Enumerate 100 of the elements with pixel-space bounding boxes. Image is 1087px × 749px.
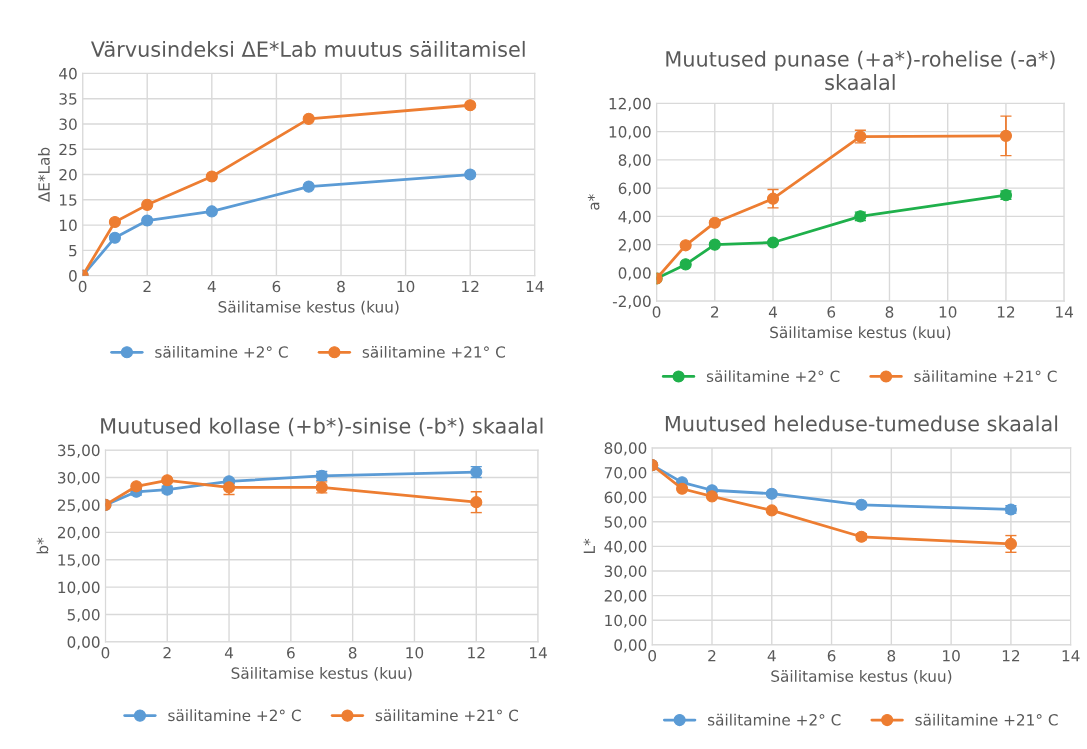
x-tick-label: 4 [767,650,776,662]
y-tick-label: 2,00 [618,239,651,253]
x-axis-title: Säilitamise kestus (kuu) [771,670,952,684]
point [676,482,689,495]
x-tick-label: 12 [997,306,1015,318]
point [130,480,143,493]
x-tick-label: 8 [337,280,345,293]
x-tick-label: 14 [530,647,547,659]
legend-label: säilitamine +21° C [362,346,505,358]
point [141,214,154,227]
point [766,192,780,205]
y-tick-label: 40,00 [604,540,647,554]
point [765,487,778,500]
point [679,239,692,252]
y-axis-title: L* [583,538,595,553]
x-tick-label: 4 [768,306,778,318]
point [205,205,218,218]
point [708,238,721,251]
chart-title: Muutused kollase (+b*)-sinise (-b*) skaalal [101,417,543,437]
x-tick-label: 6 [827,306,836,318]
point [766,236,780,249]
y-tick-label: 20,00 [57,526,100,540]
point [855,498,868,511]
y-tick-label: 15 [59,194,77,206]
y-tick-label: 5 [69,245,77,257]
x-tick-label: 10 [943,650,960,662]
y-axis-title: ΔE*Lab [37,147,50,203]
x-axis-title: Säilitamise kestus (kuu) [218,300,399,315]
chart-title: Värvusindeksi ΔE*Lab muutus säilitamisel [90,40,525,58]
y-tick-label: 10,00 [58,581,100,595]
y-tick-label: 30,00 [58,472,100,486]
y-tick-label: 35,00 [58,444,100,458]
point [470,496,483,509]
y-tick-label: 20 [59,168,77,181]
legend-label: säilitamine +21° C [375,709,518,722]
legend-label: säilitamine +2° C [707,713,841,726]
x-tick-label: 12 [1002,650,1020,662]
x-tick-label: 10 [406,647,424,659]
x-tick-label: 10 [939,306,957,318]
legend-label: säilitamine +21° C [914,370,1057,383]
x-tick-label: 8 [348,647,357,659]
point [108,215,121,229]
x-tick-label: 4 [207,280,216,293]
x-tick-label: 4 [224,647,234,659]
y-tick-label: 80,00 [604,442,647,456]
y-tick-label: 40 [59,67,77,80]
x-tick-label: 0 [101,647,110,659]
chart-title: Muutused heleduse-tumeduse skaalal [665,415,1058,432]
y-tick-label: 5,00 [67,608,100,623]
y-tick-label: 0,00 [614,639,647,653]
y-tick-label: 20,00 [604,590,647,604]
point [302,112,315,125]
y-tick-label: 0 [69,270,77,282]
point [705,490,719,503]
y-tick-label: 30 [59,118,77,130]
x-tick-label: 12 [468,647,485,659]
y-tick-label: 10 [59,219,77,232]
x-tick-label: 2 [143,280,151,293]
point [205,170,218,183]
x-tick-label: 14 [1056,306,1074,318]
x-tick-label: 12 [462,280,479,293]
x-tick-label: 6 [287,647,295,659]
legend-label: säilitamine +2° C [155,346,288,358]
x-axis-title: Säilitamise kestus (kuu) [770,326,951,340]
x-tick-label: 2 [711,306,719,318]
y-tick-label: 0,00 [67,636,100,650]
y-tick-label: 25 [59,143,77,156]
y-tick-label: 4,00 [618,210,651,224]
y-tick-label: 35 [59,93,77,105]
x-tick-label: 14 [526,280,544,293]
point [765,504,778,517]
point [999,129,1013,142]
y-tick-label: 0,00 [618,267,651,281]
x-tick-label: 10 [397,280,415,293]
chart-title: Muutused punase (+a*)-rohelise (-a*) skaalal [666,50,1055,91]
x-tick-label: 0 [652,306,661,318]
point [464,99,477,112]
x-tick-label: 14 [1062,650,1080,662]
x-axis-title: Säilitamise kestus (kuu) [231,667,412,681]
point [708,216,721,229]
y-axis-title: b* [36,537,49,554]
y-tick-label: 8,00 [618,154,651,168]
point [108,231,121,244]
x-tick-label: 6 [272,280,281,293]
x-tick-label: 2 [708,650,716,662]
point [464,168,477,181]
legend-label: säilitamine +2° C [168,709,301,722]
point [302,180,315,193]
y-tick-label: 10,00 [609,126,651,140]
y-tick-label: 25,00 [57,499,100,513]
y-tick-label: 10,00 [605,614,647,628]
y-tick-label: 50,00 [604,516,647,530]
y-tick-label: -2,00 [612,295,651,309]
legend-label: säilitamine +21° C [915,713,1058,726]
y-tick-label: 15,00 [58,554,100,568]
point [141,198,154,211]
point [161,474,174,487]
y-tick-label: 70,00 [604,466,647,481]
y-tick-label: 60,00 [604,491,647,505]
x-tick-label: 6 [827,650,836,662]
